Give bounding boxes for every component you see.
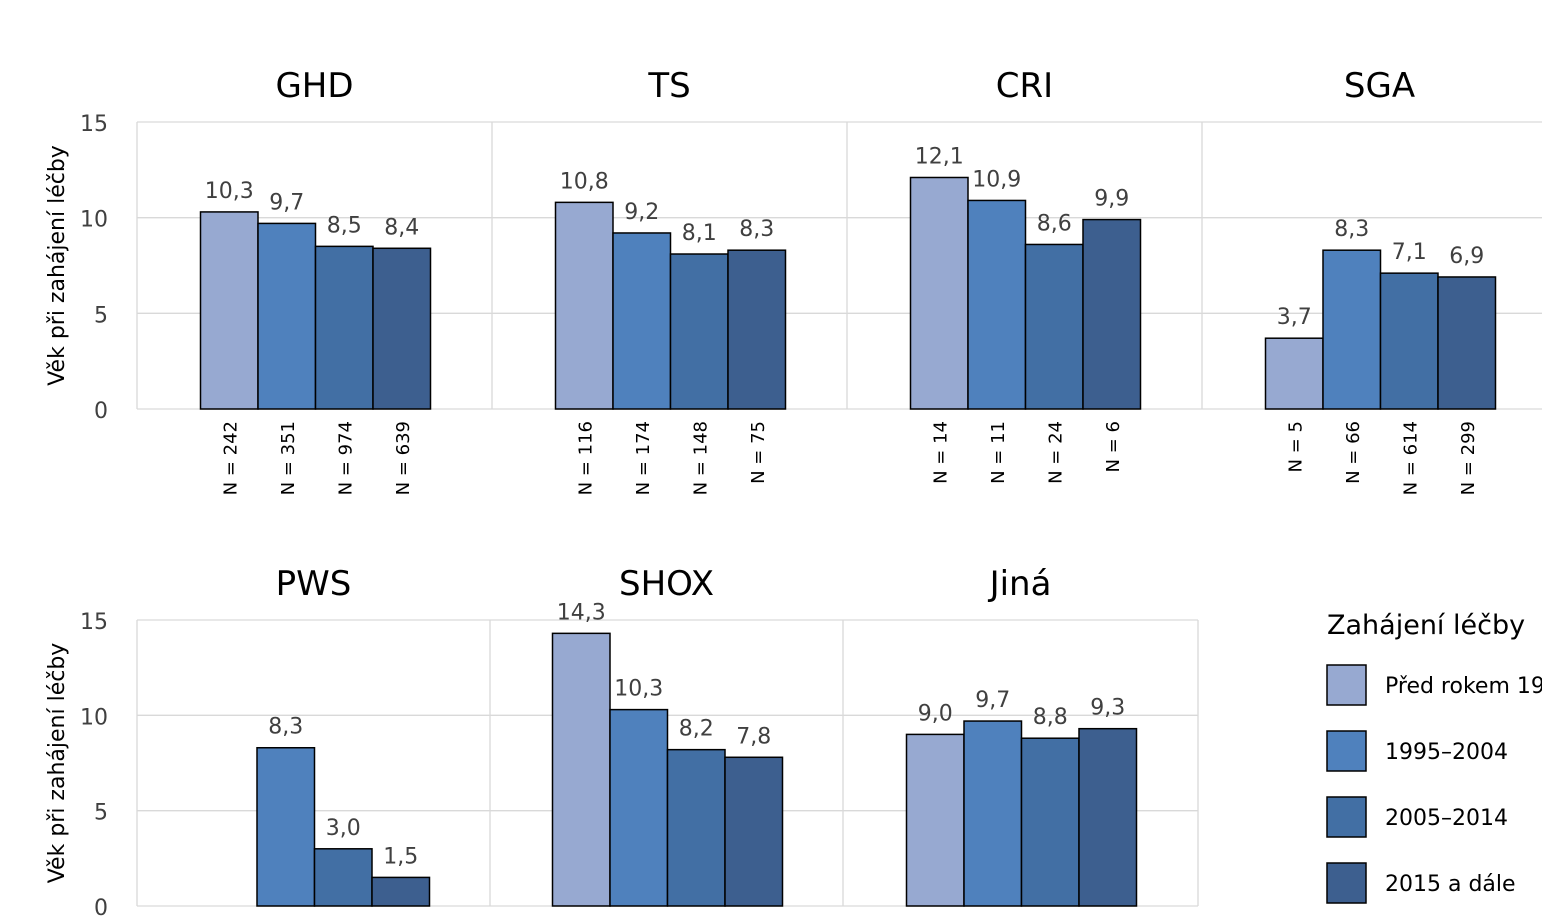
data-label: 8,3 bbox=[268, 715, 303, 740]
panel-title: Jiná bbox=[988, 564, 1052, 604]
y-tick-label: 10 bbox=[80, 208, 108, 233]
data-label: 9,7 bbox=[269, 190, 304, 215]
bar bbox=[724, 756, 784, 907]
panel-title: CRI bbox=[996, 66, 1053, 106]
bar bbox=[372, 247, 432, 410]
bar bbox=[1322, 249, 1382, 410]
bar bbox=[609, 708, 669, 907]
n-label: N = 75 bbox=[748, 421, 769, 484]
n-label: N = 6 bbox=[1103, 421, 1124, 472]
n-label: N = 174 bbox=[633, 421, 654, 495]
panel-title: TS bbox=[647, 66, 690, 106]
data-label: 9,7 bbox=[975, 688, 1010, 713]
panel-title: PWS bbox=[276, 564, 352, 604]
y-tick-label: 15 bbox=[80, 610, 108, 635]
data-label: 8,3 bbox=[739, 217, 774, 242]
bar bbox=[727, 249, 787, 410]
legend-label: Před rokem 1995 bbox=[1385, 674, 1542, 699]
n-label: N = 148 bbox=[690, 421, 711, 495]
bar bbox=[314, 245, 374, 410]
data-label: 10,8 bbox=[560, 169, 609, 194]
bar bbox=[905, 733, 965, 907]
data-label: 7,1 bbox=[1392, 240, 1427, 265]
y-tick-label: 0 bbox=[94, 896, 108, 919]
bar bbox=[1024, 243, 1084, 410]
bar bbox=[1020, 737, 1080, 907]
y-tick-label: 0 bbox=[94, 399, 108, 424]
data-label: 8,8 bbox=[1033, 705, 1068, 730]
legend-title: Zahájení léčby bbox=[1327, 610, 1525, 641]
y-tick-label: 10 bbox=[80, 705, 108, 730]
bar bbox=[551, 632, 611, 907]
data-label: 1,5 bbox=[383, 844, 418, 869]
data-label: 10,3 bbox=[614, 677, 663, 702]
n-label: N = 14 bbox=[930, 421, 951, 484]
legend-swatch bbox=[1326, 664, 1367, 706]
panel-title: GHD bbox=[275, 66, 353, 106]
panel-title: SHOX bbox=[619, 564, 714, 604]
bar bbox=[1379, 272, 1439, 410]
n-label: N = 299 bbox=[1458, 421, 1479, 495]
panel-title: SGA bbox=[1344, 66, 1415, 106]
n-label: N = 116 bbox=[575, 421, 596, 495]
bar bbox=[313, 848, 373, 907]
n-label: N = 242 bbox=[220, 421, 241, 495]
data-label: 9,2 bbox=[624, 200, 659, 225]
y-tick-label: 5 bbox=[94, 303, 108, 328]
bar bbox=[256, 746, 316, 907]
bar bbox=[967, 199, 1027, 410]
n-label: N = 66 bbox=[1343, 421, 1364, 484]
n-label: N = 639 bbox=[393, 421, 414, 495]
legend-swatch bbox=[1326, 730, 1367, 772]
legend-swatch bbox=[1326, 862, 1367, 904]
legend-swatch bbox=[1326, 796, 1367, 838]
y-tick-label: 15 bbox=[80, 112, 108, 137]
y-axis-title: Věk při zahájení léčby bbox=[45, 145, 70, 386]
data-label: 10,9 bbox=[972, 167, 1021, 192]
legend-label: 1995–2004 bbox=[1385, 740, 1508, 765]
n-label: N = 5 bbox=[1285, 421, 1306, 472]
data-label: 6,9 bbox=[1449, 244, 1484, 269]
bar bbox=[554, 201, 614, 410]
data-label: 7,8 bbox=[736, 724, 771, 749]
data-label: 8,6 bbox=[1037, 211, 1072, 236]
bar bbox=[666, 748, 726, 907]
n-label: N = 351 bbox=[278, 421, 299, 495]
legend-label: 2015 a dále bbox=[1385, 872, 1516, 897]
data-label: 12,1 bbox=[915, 144, 964, 169]
bar bbox=[371, 876, 431, 907]
bar bbox=[1437, 276, 1497, 410]
y-axis-title: Věk při zahájení léčby bbox=[45, 643, 70, 884]
data-label: 8,5 bbox=[327, 213, 362, 238]
data-label: 3,7 bbox=[1277, 305, 1312, 330]
n-label: N = 614 bbox=[1400, 421, 1421, 495]
bar bbox=[963, 720, 1023, 907]
data-label: 9,9 bbox=[1094, 187, 1129, 212]
data-label: 8,1 bbox=[682, 221, 717, 246]
data-label: 8,4 bbox=[384, 215, 419, 240]
bar bbox=[199, 211, 259, 410]
n-label: N = 974 bbox=[335, 421, 356, 495]
bar bbox=[909, 176, 969, 410]
data-label: 8,3 bbox=[1334, 217, 1369, 242]
data-label: 9,0 bbox=[918, 701, 953, 726]
bar bbox=[1078, 727, 1138, 907]
bar bbox=[1264, 337, 1324, 410]
legend-label: 2005–2014 bbox=[1385, 806, 1508, 831]
data-label: 3,0 bbox=[326, 816, 361, 841]
data-label: 9,3 bbox=[1090, 696, 1125, 721]
data-label: 10,3 bbox=[205, 179, 254, 204]
data-label: 14,3 bbox=[557, 600, 606, 625]
data-label: 8,2 bbox=[679, 717, 714, 742]
bar bbox=[612, 232, 672, 410]
n-label: N = 24 bbox=[1045, 421, 1066, 484]
y-tick-label: 5 bbox=[94, 801, 108, 826]
bar bbox=[257, 222, 317, 410]
n-label: N = 11 bbox=[988, 421, 1009, 484]
bar bbox=[1082, 218, 1142, 410]
bar bbox=[669, 253, 729, 410]
